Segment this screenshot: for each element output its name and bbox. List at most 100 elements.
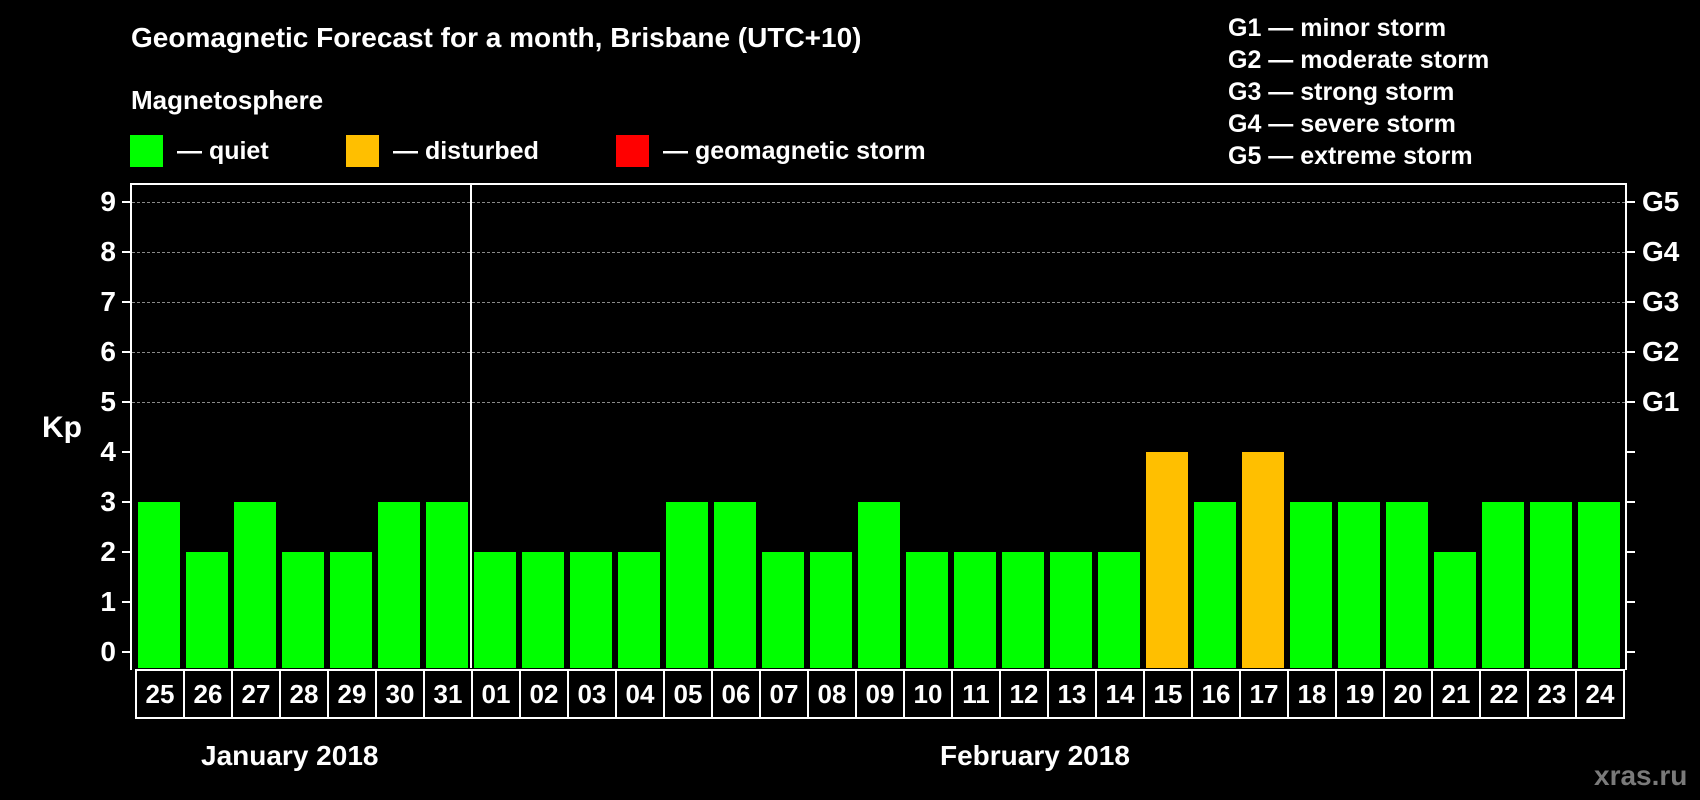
date-cell: 01 [473, 671, 521, 717]
bar-30 [378, 502, 420, 668]
y-tick-left [122, 301, 130, 303]
y-tick-left [122, 451, 130, 453]
storm-level-label: G3 [1642, 286, 1680, 317]
y-tick-left [122, 651, 130, 653]
date-cell: 22 [1481, 671, 1529, 717]
chart-title: Geomagnetic Forecast for a month, Brisba… [131, 22, 862, 53]
y-tick-right [1627, 601, 1635, 603]
bar-16 [1194, 502, 1236, 668]
bar-26 [186, 552, 228, 668]
month-label-january: January 2018 [201, 740, 379, 771]
bar-25 [138, 502, 180, 668]
date-cell: 02 [521, 671, 569, 717]
legend-swatch-disturbed [346, 135, 379, 167]
date-cell: 21 [1433, 671, 1481, 717]
date-cell: 09 [857, 671, 905, 717]
bar-05 [666, 502, 708, 668]
bar-31 [426, 502, 468, 668]
legend-label: — geomagnetic storm [663, 136, 926, 165]
legend-swatch-storm [616, 135, 649, 167]
watermark: xras.ru [1594, 760, 1688, 791]
date-axis-table: 25 26 27 28 29 30 31 01 02 03 04 05 06 07 08 09 10 11 12 13… [135, 669, 1625, 719]
y-tick-right [1627, 351, 1635, 353]
bar-28 [282, 552, 324, 668]
y-tick-label: 0 [100, 636, 116, 667]
gridline [132, 352, 1625, 353]
bar-22 [1482, 502, 1524, 668]
date-cell: 19 [1337, 671, 1385, 717]
bar-11 [954, 552, 996, 668]
y-tick-left [122, 351, 130, 353]
storm-scale-g4: G4 — severe storm [1228, 110, 1456, 138]
y-tick-left [122, 501, 130, 503]
bar-24 [1578, 502, 1620, 668]
date-cell: 11 [953, 671, 1001, 717]
bar-18 [1290, 502, 1332, 668]
y-tick-left [122, 601, 130, 603]
bar-27 [234, 502, 276, 668]
date-cell: 17 [1241, 671, 1289, 717]
bar-03 [570, 552, 612, 668]
storm-level-label: G5 [1642, 186, 1680, 217]
y-tick-right [1627, 501, 1635, 503]
date-cell: 03 [569, 671, 617, 717]
date-cell: 08 [809, 671, 857, 717]
date-cell: 10 [905, 671, 953, 717]
gridline [132, 252, 1625, 253]
date-cell: 28 [281, 671, 329, 717]
bar-14 [1098, 552, 1140, 668]
y-tick-right [1627, 301, 1635, 303]
bar-04 [618, 552, 660, 668]
date-cell: 18 [1289, 671, 1337, 717]
date-cell: 04 [617, 671, 665, 717]
legend-label: — quiet [177, 136, 269, 165]
bar-08 [810, 552, 852, 668]
storm-scale-g5: G5 — extreme storm [1228, 142, 1473, 170]
gridline [132, 402, 1625, 403]
date-cell: 05 [665, 671, 713, 717]
date-cell: 15 [1145, 671, 1193, 717]
y-tick-label: 4 [100, 436, 116, 467]
y-tick-right [1627, 451, 1635, 453]
date-cell: 24 [1577, 671, 1625, 717]
y-axis-label: Kp [42, 411, 82, 444]
y-tick-label: 5 [100, 386, 116, 417]
plot-area [130, 183, 1627, 670]
y-tick-left [122, 201, 130, 203]
bar-17 [1242, 452, 1284, 668]
storm-scale-g2: G2 — moderate storm [1228, 46, 1490, 74]
bar-06 [714, 502, 756, 668]
y-tick-label: 2 [100, 536, 116, 567]
y-tick-left [122, 551, 130, 553]
legend-item-quiet: — quiet [130, 135, 269, 167]
bar-20 [1386, 502, 1428, 668]
storm-scale-legend: G1 — minor storm G2 — moderate storm G3 … [1228, 12, 1489, 172]
bar-01 [474, 552, 516, 668]
date-cell: 30 [377, 671, 425, 717]
y-tick-label: 9 [100, 186, 116, 217]
storm-level-label: G2 [1642, 336, 1680, 367]
date-cell: 13 [1049, 671, 1097, 717]
date-cell: 14 [1097, 671, 1145, 717]
date-cell: 29 [329, 671, 377, 717]
legend-swatch-quiet [130, 135, 163, 167]
date-cell: 31 [425, 671, 473, 717]
gridline [132, 302, 1625, 303]
bar-29 [330, 552, 372, 668]
date-cell: 06 [713, 671, 761, 717]
bar-12 [1002, 552, 1044, 668]
bar-07 [762, 552, 804, 668]
bar-19 [1338, 502, 1380, 668]
y-tick-label: 6 [100, 336, 116, 367]
bar-02 [522, 552, 564, 668]
storm-level-label: G4 [1642, 236, 1680, 267]
date-cell: 26 [185, 671, 233, 717]
y-tick-label: 8 [100, 236, 116, 267]
y-tick-right [1627, 551, 1635, 553]
date-cell: 12 [1001, 671, 1049, 717]
month-label-february: February 2018 [940, 740, 1130, 771]
storm-scale-g3: G3 — strong storm [1228, 78, 1455, 106]
gridline [132, 202, 1625, 203]
month-divider [470, 185, 472, 668]
date-cell: 23 [1529, 671, 1577, 717]
